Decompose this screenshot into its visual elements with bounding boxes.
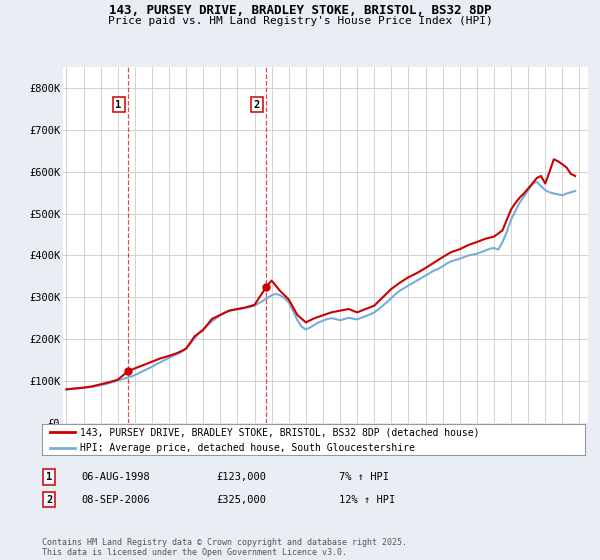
Text: Price paid vs. HM Land Registry's House Price Index (HPI): Price paid vs. HM Land Registry's House … [107,16,493,26]
Text: 143, PURSEY DRIVE, BRADLEY STOKE, BRISTOL, BS32 8DP (detached house): 143, PURSEY DRIVE, BRADLEY STOKE, BRISTO… [80,427,479,437]
Text: 12% ↑ HPI: 12% ↑ HPI [339,494,395,505]
Text: Contains HM Land Registry data © Crown copyright and database right 2025.
This d: Contains HM Land Registry data © Crown c… [42,538,407,557]
Text: 143, PURSEY DRIVE, BRADLEY STOKE, BRISTOL, BS32 8DP: 143, PURSEY DRIVE, BRADLEY STOKE, BRISTO… [109,4,491,17]
Text: 7% ↑ HPI: 7% ↑ HPI [339,472,389,482]
Text: 2: 2 [254,100,260,110]
Text: HPI: Average price, detached house, South Gloucestershire: HPI: Average price, detached house, Sout… [80,442,415,452]
Text: 2: 2 [46,494,52,505]
Text: 1: 1 [115,100,122,110]
Text: 08-SEP-2006: 08-SEP-2006 [81,494,150,505]
Text: 1: 1 [46,472,52,482]
Text: 06-AUG-1998: 06-AUG-1998 [81,472,150,482]
Text: £325,000: £325,000 [216,494,266,505]
Text: £123,000: £123,000 [216,472,266,482]
